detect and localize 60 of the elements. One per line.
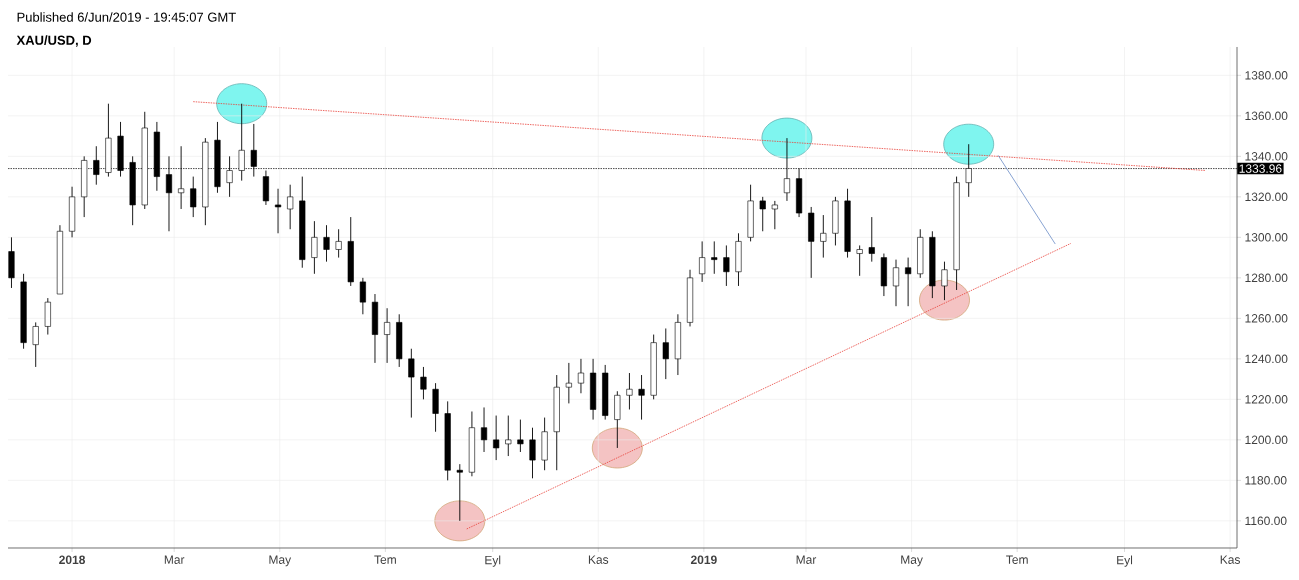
candlestick [638,374,645,421]
y-tick-label: 1280.00 [1245,273,1288,283]
x-tick-label: Mar [164,555,185,564]
y-tick-label: 1260.00 [1245,314,1288,323]
candlestick [723,244,730,287]
x-tick-label: Kas [588,555,609,564]
candlestick [941,261,948,301]
candlestick [456,463,463,522]
candlestick [868,216,875,263]
y-tick-label: 1160.00 [1245,516,1287,526]
candlestick [384,307,391,364]
candlestick [905,257,912,307]
candlestick [323,224,330,263]
x-tick-label: May [269,555,292,567]
candlestick [771,200,778,230]
candlestick [626,372,633,410]
x-tick-label: May [901,555,923,567]
candlestick [287,184,294,230]
x-tick-label: 2019 [690,555,717,565]
y-tick-label: 1360.00 [1245,111,1288,121]
x-tick-label: Eyl [1117,555,1133,567]
y-tick-label: 1180.00 [1245,476,1287,485]
x-tick-label: Kas [1220,555,1240,564]
y-tick-label: 1220.00 [1245,395,1288,404]
y-tick-label: 1340.00 [1245,152,1288,161]
candlestick [662,328,669,380]
candlestick [699,240,706,283]
candlestick [359,277,366,315]
candlestick [408,348,415,419]
y-tick-label: 1380.00 [1245,71,1288,80]
y-tick-label: 1320.00 [1245,192,1288,202]
candlestick [759,196,766,232]
x-tick-label: 2018 [59,555,86,565]
candlestick [529,427,536,479]
candlestick [480,407,488,453]
candlestick [577,358,585,394]
candlestick [311,220,318,275]
chart-subtitle: Published 6/Jun/2019 - 19:45:07 GMT [17,12,236,22]
x-tick-label: Eyl [485,555,501,567]
y-tick-label: 1240.00 [1245,354,1288,364]
candlestick [493,415,500,461]
candlestick [517,419,524,453]
candlestick [32,321,39,368]
x-tick-label: Tem [374,555,396,564]
candlestick [565,362,572,404]
ref-line-label: 1333.96 [1239,164,1282,173]
x-tick-label: Mar [796,555,817,564]
candlestick [274,188,282,234]
candlestick [892,259,900,307]
candlestick [190,176,197,218]
candlestick [505,415,512,457]
candlestick [335,228,342,259]
x-tick-label: Tem [1006,555,1028,564]
candlestick [420,366,427,400]
y-tick-label: 1300.00 [1245,233,1288,242]
candlestick [856,244,863,277]
candlestick [820,214,827,259]
candlestick [711,240,718,275]
y-tick-label: 1200.00 [1245,435,1288,445]
chart-title: XAU/USD, D [16,35,92,47]
